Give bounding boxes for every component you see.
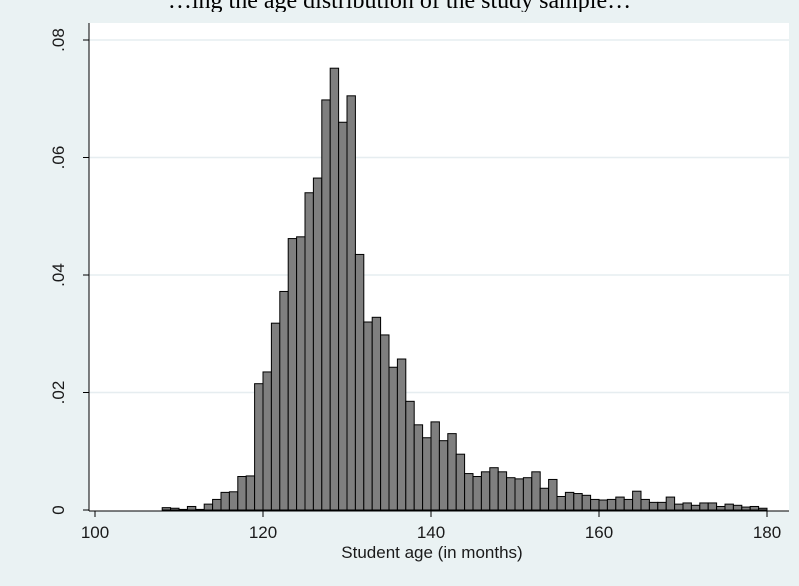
histogram-bar (220, 491, 230, 511)
histogram-bar (455, 453, 466, 511)
histogram-bar (447, 433, 457, 511)
y-tick-label: 0 (49, 505, 68, 514)
axes (83, 23, 789, 517)
histogram-bar (254, 383, 264, 511)
histogram-bar (640, 498, 650, 511)
histogram-bar (396, 358, 407, 511)
grid-lines (89, 39, 789, 394)
histogram-bar (648, 501, 659, 511)
histogram-bar (380, 334, 390, 511)
histogram-bar (506, 477, 516, 511)
histogram-bar (296, 236, 306, 511)
x-tick-label: 100 (81, 523, 109, 542)
histogram-bar (699, 502, 709, 511)
histogram-bar (245, 475, 256, 511)
y-tick-label: .02 (49, 381, 68, 405)
histogram-bar (354, 253, 365, 511)
histogram-bar (707, 502, 718, 511)
histogram-bar (573, 493, 583, 511)
histogram-bar (262, 371, 272, 511)
histogram-bar (522, 477, 533, 511)
histogram-bar (615, 496, 625, 511)
histogram-bar (438, 440, 449, 511)
histogram-bar (623, 498, 634, 511)
histogram-bar (195, 508, 205, 511)
histogram-bar (212, 498, 222, 511)
histogram-bar (422, 437, 432, 511)
histogram-bar (489, 467, 499, 511)
histogram-bar (564, 491, 575, 511)
histogram-bar (497, 471, 508, 511)
histogram-bar (732, 504, 743, 511)
histogram-bar (321, 99, 331, 511)
histogram-bar (312, 177, 323, 511)
histogram-bar (480, 471, 491, 511)
histogram-bar (464, 473, 474, 511)
histogram-bar (203, 503, 214, 511)
histogram-bar (665, 496, 676, 511)
histogram-bar (690, 504, 701, 511)
histogram-bar (472, 476, 482, 511)
x-tick-label: 120 (249, 523, 277, 542)
histogram-bar (590, 498, 600, 511)
histogram-bar (606, 498, 617, 511)
histogram-bar (724, 503, 734, 511)
x-axis-title: Student age (in months) (341, 543, 522, 562)
histogram-bar (178, 508, 188, 511)
histogram-bar (598, 499, 608, 511)
histogram-bar (338, 121, 348, 511)
histogram-bar (329, 67, 340, 511)
y-tick-label: .08 (49, 28, 68, 52)
histogram-bar (514, 478, 524, 511)
histogram-bar (413, 424, 424, 511)
histogram-bar (363, 321, 373, 511)
histogram-bar (371, 316, 382, 511)
histogram-bar (388, 366, 398, 511)
y-tick-label: .04 (49, 263, 68, 287)
histogram-bar (346, 95, 356, 511)
histogram-bar (674, 503, 684, 511)
histogram-bar (430, 421, 440, 511)
y-tick-label: .06 (49, 146, 68, 170)
histogram-bar (161, 507, 172, 511)
histogram-bar (304, 192, 314, 511)
histogram-bar (548, 478, 558, 511)
histogram-bar (581, 494, 592, 511)
histogram-bar (682, 502, 692, 511)
x-tick-label: 140 (417, 523, 445, 542)
x-tick-label: 160 (585, 523, 613, 542)
histogram-bar (556, 495, 566, 511)
histogram-bar (186, 505, 197, 511)
histogram-bar (270, 322, 281, 511)
histogram-bar (632, 490, 642, 511)
histogram-bar (237, 476, 247, 511)
histogram-bar (287, 238, 298, 511)
histogram-bar (531, 471, 541, 511)
histogram-bars (161, 67, 768, 511)
histogram-bar (170, 507, 180, 511)
histogram-bar (758, 507, 768, 511)
histogram-bar (716, 505, 726, 511)
figure-caption: …ing the age distribution of the study s… (0, 0, 799, 12)
histogram-bar (657, 501, 667, 511)
histogram-bar (228, 491, 239, 511)
histogram-bar (405, 400, 415, 511)
x-tick-label: 180 (753, 523, 781, 542)
axis-labels: 0 .02 .04 .06 .08 100 120 140 160 180 (49, 28, 781, 542)
histogram-bar (539, 487, 550, 511)
histogram-bar (749, 505, 760, 511)
histogram-bar (741, 506, 751, 511)
histogram-bar (279, 290, 289, 511)
